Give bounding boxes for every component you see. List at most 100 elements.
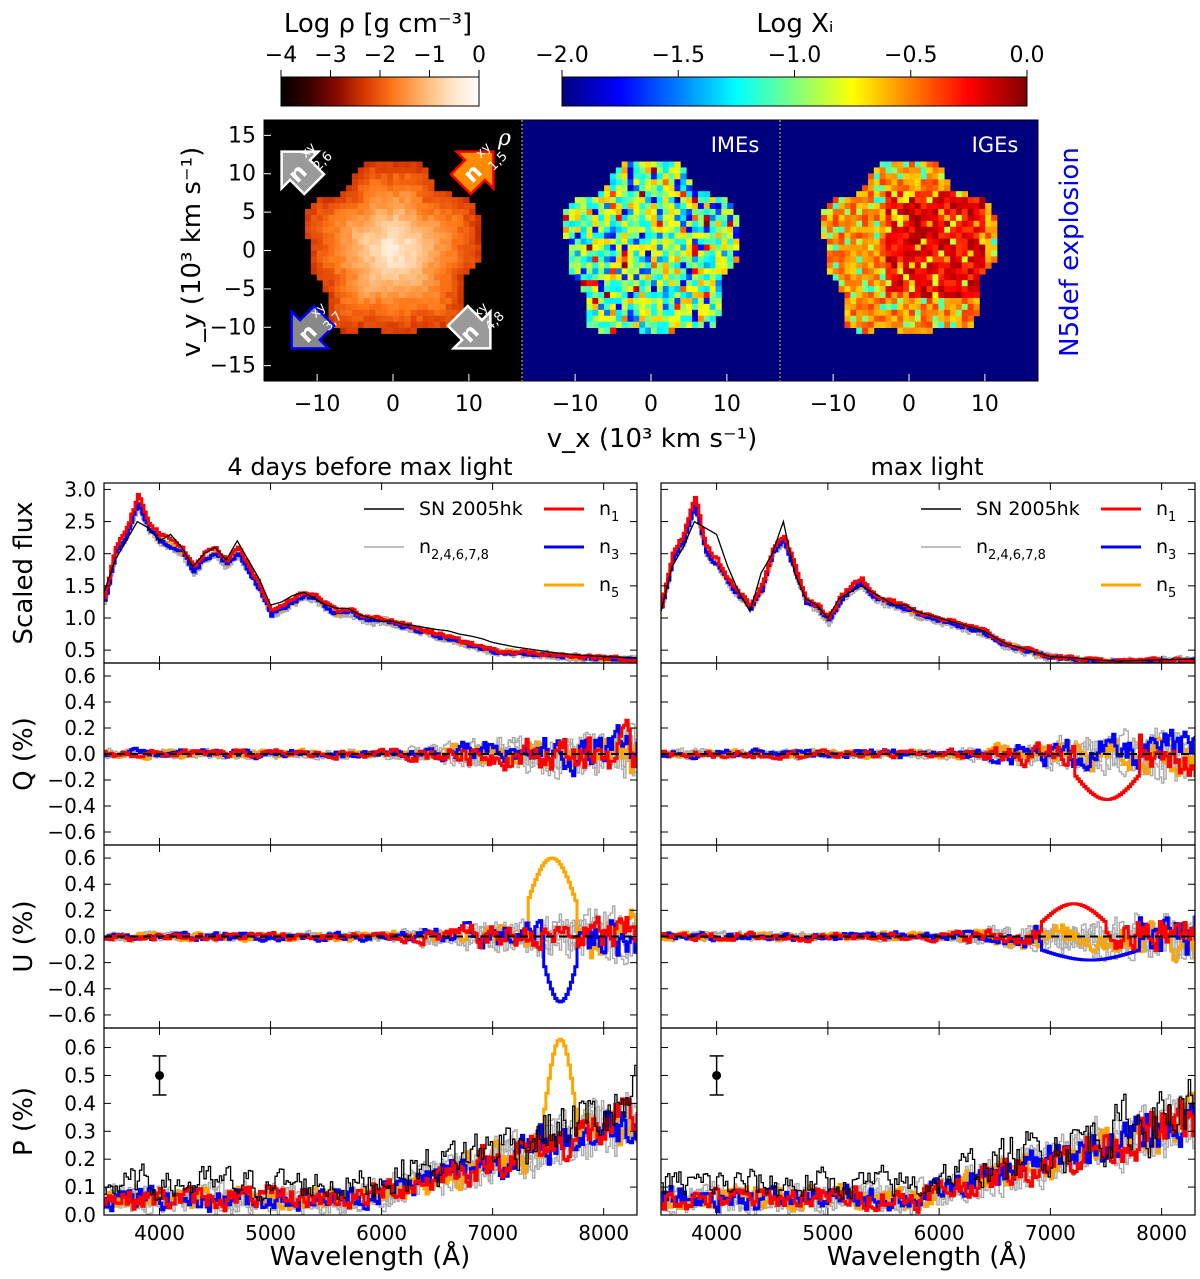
colorbar-ticks: −4 −3 −2 −1 0 −2.0 −1.5 −1.0 −0.5 0.0 — [265, 43, 1045, 77]
ytick-label: −0.4 — [47, 794, 96, 818]
spectra-xlabel-right: Wavelength (Å) — [827, 1240, 1028, 1272]
legend-n3: n — [599, 536, 611, 558]
xtick-label: 7000 — [1025, 1221, 1076, 1245]
map-xtick-label: −10 — [552, 392, 598, 417]
series-grey — [104, 501, 637, 663]
xtick-label: 4000 — [134, 1221, 185, 1245]
series-n5 — [661, 1091, 1195, 1213]
series-n5 — [104, 501, 637, 663]
colorbar-tick-label: −2.0 — [535, 43, 588, 68]
map-ytick-label: 10 — [228, 162, 256, 187]
colorbar-tick-label: −1.0 — [768, 43, 821, 68]
colorbar-tick-label: −3 — [314, 43, 346, 68]
legend-n3-sub: 3 — [611, 548, 619, 563]
column-title-max: max light — [870, 453, 983, 481]
xtick-label: 8000 — [1136, 1221, 1187, 1245]
colorbar-rho — [280, 76, 480, 107]
series-n1 — [661, 902, 1195, 952]
colorbar-tick-label: 0 — [472, 43, 486, 68]
legend-grey: n — [419, 536, 431, 558]
ytick-label: 0.4 — [64, 1091, 96, 1115]
spectrum-panel-0 — [104, 492, 637, 663]
ytick-label: 0.1 — [64, 1175, 96, 1199]
series-n3 — [104, 502, 637, 662]
legend-obs: SN 2005hk — [419, 498, 523, 520]
series-obs — [104, 520, 637, 659]
ytick-label: 0.4 — [64, 690, 96, 714]
direction-arrow-0 — [280, 150, 326, 196]
colorbar-tick-label: −0.5 — [884, 43, 937, 68]
spectrum-panel-3 — [661, 1055, 1195, 1215]
xtick-label: 6000 — [914, 1221, 965, 1245]
spectrum-panel-1 — [661, 727, 1195, 801]
ytick-label: 0.3 — [64, 1119, 96, 1143]
direction-arrow-3 — [446, 304, 492, 350]
ytick-label: −0.4 — [47, 977, 96, 1001]
xtick-label: 8000 — [578, 1221, 629, 1245]
ytick-label: 3.0 — [64, 477, 96, 501]
map-xtick-label: 10 — [713, 392, 741, 417]
colorbar-rho-label: Log ρ [g cm⁻³] — [284, 9, 472, 39]
ytick-label: 1.5 — [64, 574, 96, 598]
column-title-pre: 4 days before max light — [227, 453, 512, 481]
ytick-label: 2.5 — [64, 510, 96, 534]
legend-grey-sub: 2,4,6,7,8 — [988, 548, 1046, 563]
spectrum-panel-1 — [104, 718, 637, 780]
map-ytick-label: 5 — [242, 200, 256, 225]
ytick-label: 0.6 — [64, 846, 96, 870]
ylabel: Scaled flux — [9, 502, 39, 645]
legend-obs: SN 2005hk — [976, 498, 1080, 520]
ytick-label: 0.6 — [64, 1036, 96, 1060]
ytick-label: 0.2 — [64, 716, 96, 740]
series-n5 — [661, 501, 1195, 663]
ytick-label: 2.0 — [64, 542, 96, 566]
legend-n5-sub: 5 — [611, 586, 619, 601]
colorbar-tick-label: −1 — [413, 43, 445, 68]
ytick-label: 0.2 — [64, 1147, 96, 1171]
map-ytick-label: 15 — [228, 123, 256, 148]
panel-label-imes: IMEs — [711, 133, 760, 157]
side-label-explosion: N5def explosion — [1055, 147, 1085, 357]
legend-n5: n — [1156, 574, 1168, 596]
map-xtick-label: −10 — [294, 392, 340, 417]
series-n3 — [661, 915, 1195, 962]
error-bar-point — [712, 1070, 722, 1080]
map-cells-1 — [563, 161, 740, 334]
map-xtick-label: 10 — [455, 392, 483, 417]
xtick-label: 7000 — [467, 1221, 518, 1245]
ytick-label: 0.2 — [64, 898, 96, 922]
velocity-maps: −10 0 10 −10 0 10 −10 0 10151050−5−10−15n2,6xyn1… — [210, 119, 1039, 417]
ylabel: Q (%) — [9, 717, 39, 791]
series-obs — [661, 1078, 1195, 1200]
ytick-label: 0.6 — [64, 664, 96, 688]
ytick-label: −0.6 — [47, 1003, 96, 1027]
map-xtick-label: 0 — [644, 392, 658, 417]
spectrum-panel-2 — [104, 856, 637, 1004]
series-obs — [104, 1064, 637, 1202]
ytick-label: 0.0 — [64, 925, 96, 949]
ylabel: P (%) — [9, 1087, 39, 1156]
ytick-label: −0.2 — [47, 951, 96, 975]
map-ytick-label: 0 — [242, 239, 256, 264]
legend-n5-sub: 5 — [1168, 586, 1176, 601]
ytick-label: 0.0 — [64, 1203, 96, 1227]
colorbar-abundance — [561, 76, 1028, 107]
map-ylabel: v_y (10³ km s⁻¹) — [177, 147, 207, 357]
series-n1 — [661, 495, 1195, 663]
direction-arrow-1 — [449, 150, 495, 196]
ytick-label: 0.5 — [64, 638, 96, 662]
colorbar-tick-label: −4 — [265, 43, 297, 68]
corner-rho-label: ρ — [497, 126, 511, 151]
legend-grey-sub: 2,4,6,7,8 — [431, 548, 489, 563]
spectrum-frame — [660, 1027, 1196, 1216]
colorbar-tick-label: −1.5 — [652, 43, 705, 68]
ytick-label: −0.2 — [47, 768, 96, 792]
ytick-label: 0.5 — [64, 1063, 96, 1087]
map-cells-2 — [821, 161, 998, 334]
xtick-label: 5000 — [802, 1221, 853, 1245]
legend-n1: n — [1156, 498, 1168, 520]
legend-n1-sub: 1 — [611, 510, 619, 525]
panel-label-iges: IGEs — [972, 133, 1019, 157]
